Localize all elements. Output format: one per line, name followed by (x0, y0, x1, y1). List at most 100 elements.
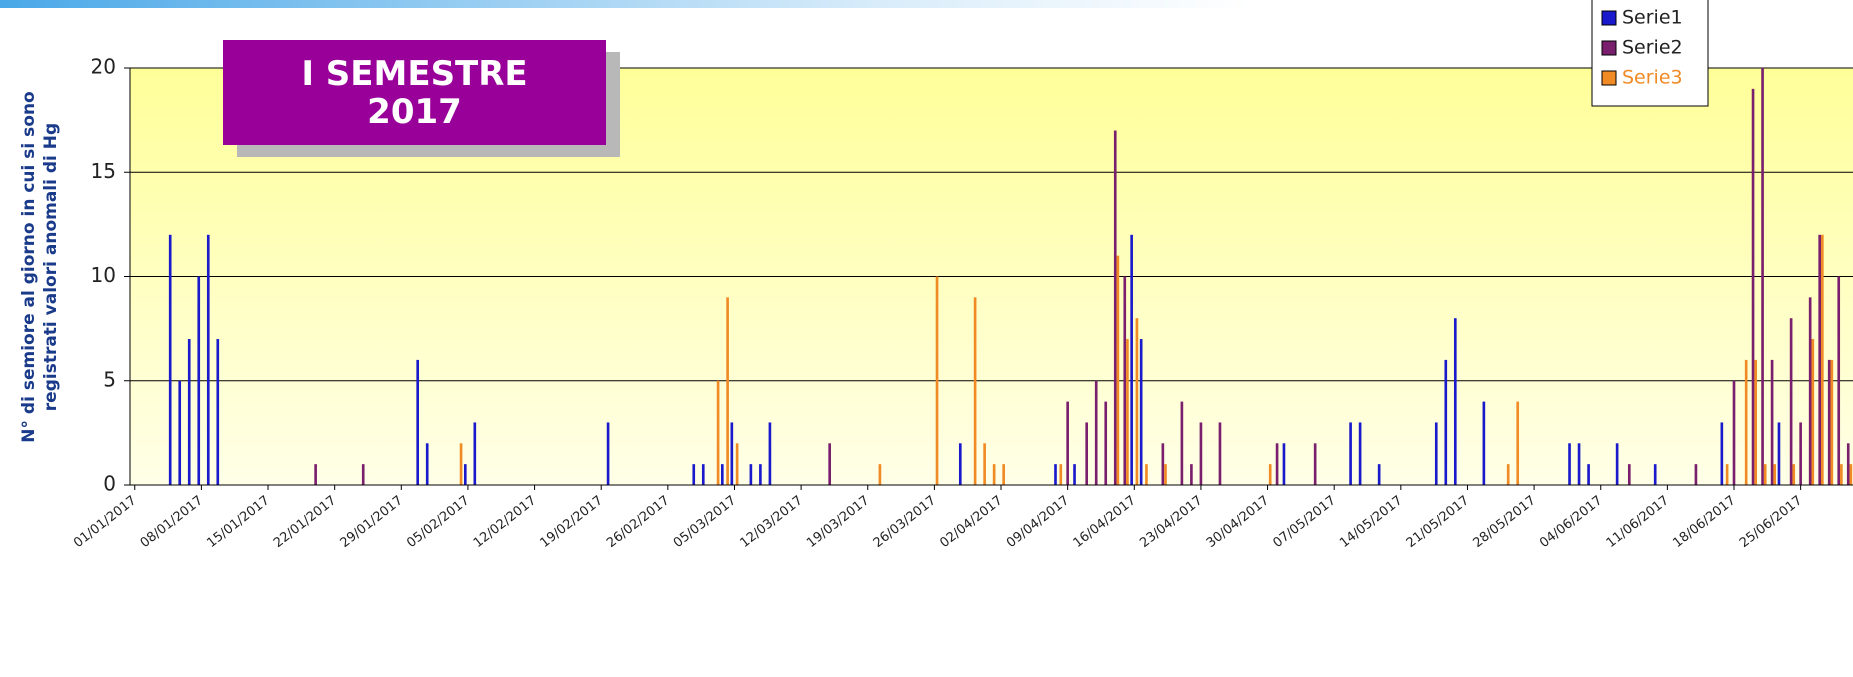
bar (197, 276, 201, 485)
bar (1059, 464, 1063, 485)
bar (1123, 276, 1127, 485)
bar (1568, 443, 1571, 485)
bar (878, 464, 882, 485)
bar (1434, 422, 1438, 485)
bar (1349, 422, 1352, 485)
bar (1720, 422, 1724, 485)
x-tick-label: 28/05/2017 (1470, 493, 1538, 551)
bar (768, 422, 772, 485)
bar (1827, 359, 1831, 485)
bar (759, 464, 762, 485)
bar (1130, 234, 1133, 485)
x-tick-label: 18/06/2017 (1670, 493, 1738, 551)
bar (1282, 443, 1286, 485)
bar (1818, 234, 1822, 485)
bar (1761, 68, 1764, 485)
bar (701, 464, 705, 485)
bar (1811, 339, 1815, 485)
bar (1358, 422, 1362, 485)
bar (1846, 443, 1850, 485)
legend-label: Serie3 (1622, 67, 1683, 89)
bar (187, 339, 191, 485)
legend-label: Serie2 (1622, 37, 1683, 59)
bar (459, 443, 463, 485)
bar (1066, 401, 1069, 485)
bar (720, 464, 724, 485)
bar (1377, 464, 1381, 485)
bar (178, 380, 182, 485)
bar (463, 464, 467, 485)
x-tick-label: 07/05/2017 (1271, 493, 1339, 551)
bar (1754, 359, 1758, 485)
x-tick-label: 12/02/2017 (471, 493, 539, 551)
x-tick-label: 01/01/2017 (71, 493, 139, 551)
bar (1275, 443, 1279, 485)
bar (1615, 443, 1619, 485)
bar (1054, 464, 1057, 485)
bar (1268, 464, 1272, 485)
y-axis-label: N° di semiore al giorno in cui si sono r… (19, 91, 61, 443)
bar (1830, 359, 1834, 485)
bar (1094, 380, 1098, 485)
bar (992, 464, 996, 485)
x-tick-label: 19/02/2017 (538, 493, 606, 551)
bar (314, 464, 317, 485)
x-tick-label: 26/02/2017 (604, 493, 672, 551)
bar (1139, 339, 1143, 485)
bar (1482, 401, 1486, 485)
bar (735, 443, 739, 485)
bar (730, 422, 734, 485)
bar (1126, 339, 1129, 485)
bar (1744, 359, 1748, 485)
bar (1627, 464, 1631, 485)
bar (473, 422, 477, 485)
bar (983, 443, 986, 485)
x-tick-label: 15/01/2017 (204, 493, 272, 551)
bar (1770, 359, 1774, 485)
x-tick-label: 09/04/2017 (1004, 493, 1072, 551)
legend-label: Serie1 (1622, 7, 1683, 29)
bar (1161, 443, 1165, 485)
x-tick-label: 02/04/2017 (937, 493, 1005, 551)
bar (1313, 443, 1317, 485)
bar (749, 464, 753, 485)
bar (692, 464, 696, 485)
bar (1218, 422, 1222, 485)
bar (361, 464, 365, 485)
bar (973, 297, 977, 485)
bar (1653, 464, 1657, 485)
x-tick-label: 26/03/2017 (871, 493, 939, 551)
bar (206, 234, 210, 485)
bar (1180, 401, 1184, 485)
bar (716, 380, 720, 485)
bar (1777, 422, 1781, 485)
x-tick-label: 16/04/2017 (1071, 493, 1139, 551)
x-tick-label: 21/05/2017 (1404, 493, 1472, 551)
bar (216, 339, 220, 485)
y-tick-label: 20 (91, 55, 116, 79)
bar (1799, 422, 1802, 485)
bar (606, 422, 610, 485)
bar (1792, 464, 1796, 485)
bar (416, 359, 420, 485)
y-tick-label: 5 (103, 367, 116, 391)
bar (1113, 130, 1117, 486)
x-tick-label: 30/04/2017 (1204, 493, 1272, 551)
x-tick-label: 05/03/2017 (671, 493, 739, 551)
legend-swatch (1601, 10, 1617, 26)
y-tick-label: 10 (91, 263, 116, 287)
bar (1694, 464, 1698, 485)
top-bar (0, 0, 1250, 8)
bar (1763, 464, 1767, 485)
y-tick-label: 15 (91, 159, 116, 183)
bar (958, 443, 962, 485)
bar (1164, 464, 1167, 485)
bar (1732, 380, 1736, 485)
bar (1135, 318, 1139, 485)
x-tick-label: 12/03/2017 (737, 493, 805, 551)
x-tick-label: 05/02/2017 (404, 493, 472, 551)
legend-swatch (1601, 70, 1617, 86)
x-tick-label: 25/06/2017 (1737, 493, 1805, 551)
bar (726, 297, 729, 485)
